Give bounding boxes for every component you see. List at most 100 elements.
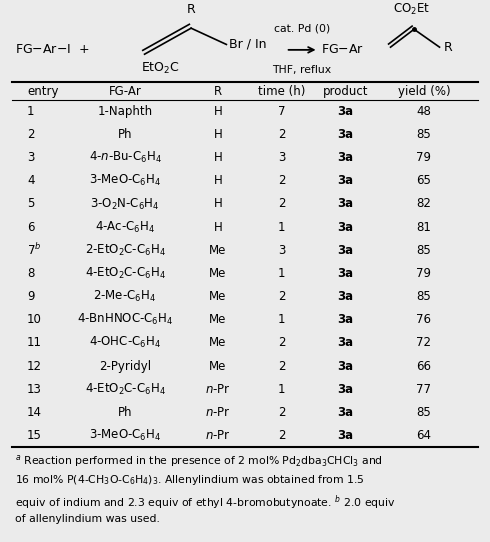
Text: THF, reflux: THF, reflux — [272, 65, 332, 75]
Text: FG$-$Ar: FG$-$Ar — [321, 43, 364, 56]
Text: 1: 1 — [278, 221, 286, 234]
Text: time (h): time (h) — [258, 85, 305, 98]
Text: 1: 1 — [278, 267, 286, 280]
Text: 3-MeO-C$_6$H$_4$: 3-MeO-C$_6$H$_4$ — [89, 173, 161, 188]
Text: 85: 85 — [416, 406, 431, 419]
Text: 85: 85 — [416, 244, 431, 257]
Text: 72: 72 — [416, 337, 431, 350]
Text: Me: Me — [209, 359, 227, 372]
Text: $n$-Pr: $n$-Pr — [205, 429, 231, 442]
Text: $n$-Pr: $n$-Pr — [205, 406, 231, 419]
Text: Me: Me — [209, 244, 227, 257]
Text: 85: 85 — [416, 128, 431, 141]
Text: 3: 3 — [278, 244, 286, 257]
Text: Br / In: Br / In — [229, 38, 267, 51]
Text: 2-EtO$_2$C-C$_6$H$_4$: 2-EtO$_2$C-C$_6$H$_4$ — [85, 243, 165, 258]
Text: 11: 11 — [27, 337, 42, 350]
Text: H: H — [214, 151, 222, 164]
Text: product: product — [323, 85, 368, 98]
Text: 2: 2 — [278, 290, 286, 303]
Text: 5: 5 — [27, 197, 34, 210]
Text: 6: 6 — [27, 221, 34, 234]
Text: 3a: 3a — [338, 267, 353, 280]
Text: 3a: 3a — [338, 313, 353, 326]
Text: 15: 15 — [27, 429, 42, 442]
Text: 2: 2 — [278, 175, 286, 188]
Text: 4-EtO$_2$C-C$_6$H$_4$: 4-EtO$_2$C-C$_6$H$_4$ — [85, 266, 165, 281]
Text: 66: 66 — [416, 359, 431, 372]
Text: 3a: 3a — [338, 290, 353, 303]
Text: 3a: 3a — [338, 128, 353, 141]
Text: 3a: 3a — [338, 105, 353, 118]
Text: 64: 64 — [416, 429, 431, 442]
Text: 3a: 3a — [338, 337, 353, 350]
Text: 2: 2 — [278, 128, 286, 141]
Text: Me: Me — [209, 290, 227, 303]
Text: Ph: Ph — [118, 406, 132, 419]
Text: FG-Ar: FG-Ar — [108, 85, 142, 98]
Text: H: H — [214, 175, 222, 188]
Text: 2: 2 — [278, 429, 286, 442]
Text: 79: 79 — [416, 267, 431, 280]
Text: 12: 12 — [27, 359, 42, 372]
Text: Me: Me — [209, 313, 227, 326]
Text: 3a: 3a — [338, 406, 353, 419]
Text: 2: 2 — [278, 337, 286, 350]
Text: H: H — [214, 197, 222, 210]
Text: 76: 76 — [416, 313, 431, 326]
Text: 3-MeO-C$_6$H$_4$: 3-MeO-C$_6$H$_4$ — [89, 428, 161, 443]
Text: cat. Pd (0): cat. Pd (0) — [274, 24, 330, 34]
Text: 9: 9 — [27, 290, 34, 303]
Text: 8: 8 — [27, 267, 34, 280]
Text: FG$-$Ar$-$I  +: FG$-$Ar$-$I + — [15, 43, 89, 56]
Text: EtO$_2$C: EtO$_2$C — [141, 61, 179, 76]
Text: 10: 10 — [27, 313, 42, 326]
Text: 7$^b$: 7$^b$ — [27, 242, 41, 258]
Text: $^a$ Reaction performed in the presence of 2 mol% Pd$_2$dba$_3$CHCl$_3$ and: $^a$ Reaction performed in the presence … — [15, 453, 383, 469]
Text: 2-Pyridyl: 2-Pyridyl — [99, 359, 151, 372]
Text: 2: 2 — [278, 359, 286, 372]
Text: Me: Me — [209, 337, 227, 350]
Text: 3-O$_2$N-C$_6$H$_4$: 3-O$_2$N-C$_6$H$_4$ — [90, 196, 160, 211]
Text: 3: 3 — [27, 151, 34, 164]
Text: 81: 81 — [416, 221, 431, 234]
Text: 2-Me-C$_6$H$_4$: 2-Me-C$_6$H$_4$ — [94, 289, 156, 304]
Text: 13: 13 — [27, 383, 42, 396]
Text: 4: 4 — [27, 175, 34, 188]
Text: H: H — [214, 221, 222, 234]
Text: 4-EtO$_2$C-C$_6$H$_4$: 4-EtO$_2$C-C$_6$H$_4$ — [85, 382, 165, 397]
Text: entry: entry — [27, 85, 58, 98]
Text: H: H — [214, 128, 222, 141]
Text: 3a: 3a — [338, 197, 353, 210]
Text: 1: 1 — [278, 313, 286, 326]
Text: 3a: 3a — [338, 221, 353, 234]
Text: 3: 3 — [278, 151, 286, 164]
Text: 14: 14 — [27, 406, 42, 419]
Text: 2: 2 — [278, 406, 286, 419]
Text: 1: 1 — [27, 105, 34, 118]
Text: Me: Me — [209, 267, 227, 280]
Text: 16 mol% P(4-CH$_3$O-C$_6$H$_4$)$_3$. Allenylindium was obtained from 1.5: 16 mol% P(4-CH$_3$O-C$_6$H$_4$)$_3$. All… — [15, 473, 365, 487]
Text: 3a: 3a — [338, 244, 353, 257]
Text: 4-BnHNOC-C$_6$H$_4$: 4-BnHNOC-C$_6$H$_4$ — [77, 312, 173, 327]
Text: 7: 7 — [278, 105, 286, 118]
Text: 3a: 3a — [338, 429, 353, 442]
Text: 3a: 3a — [338, 383, 353, 396]
Text: equiv of indium and 2.3 equiv of ethyl 4-bromobutynoate. $^b$ 2.0 equiv: equiv of indium and 2.3 equiv of ethyl 4… — [15, 494, 395, 512]
Text: 82: 82 — [416, 197, 431, 210]
Text: yield (%): yield (%) — [397, 85, 450, 98]
Text: R: R — [443, 41, 452, 54]
Text: 79: 79 — [416, 151, 431, 164]
Text: H: H — [214, 105, 222, 118]
Text: 65: 65 — [416, 175, 431, 188]
Text: 3a: 3a — [338, 175, 353, 188]
Text: 1-Naphth: 1-Naphth — [98, 105, 152, 118]
Text: 4-$n$-Bu-C$_6$H$_4$: 4-$n$-Bu-C$_6$H$_4$ — [89, 150, 161, 165]
Text: 2: 2 — [27, 128, 34, 141]
Text: 3a: 3a — [338, 359, 353, 372]
Text: 4-OHC-C$_6$H$_4$: 4-OHC-C$_6$H$_4$ — [89, 335, 161, 351]
Text: 2: 2 — [278, 197, 286, 210]
Text: 3a: 3a — [338, 151, 353, 164]
Text: of allenylindium was used.: of allenylindium was used. — [15, 514, 160, 524]
Text: 77: 77 — [416, 383, 431, 396]
